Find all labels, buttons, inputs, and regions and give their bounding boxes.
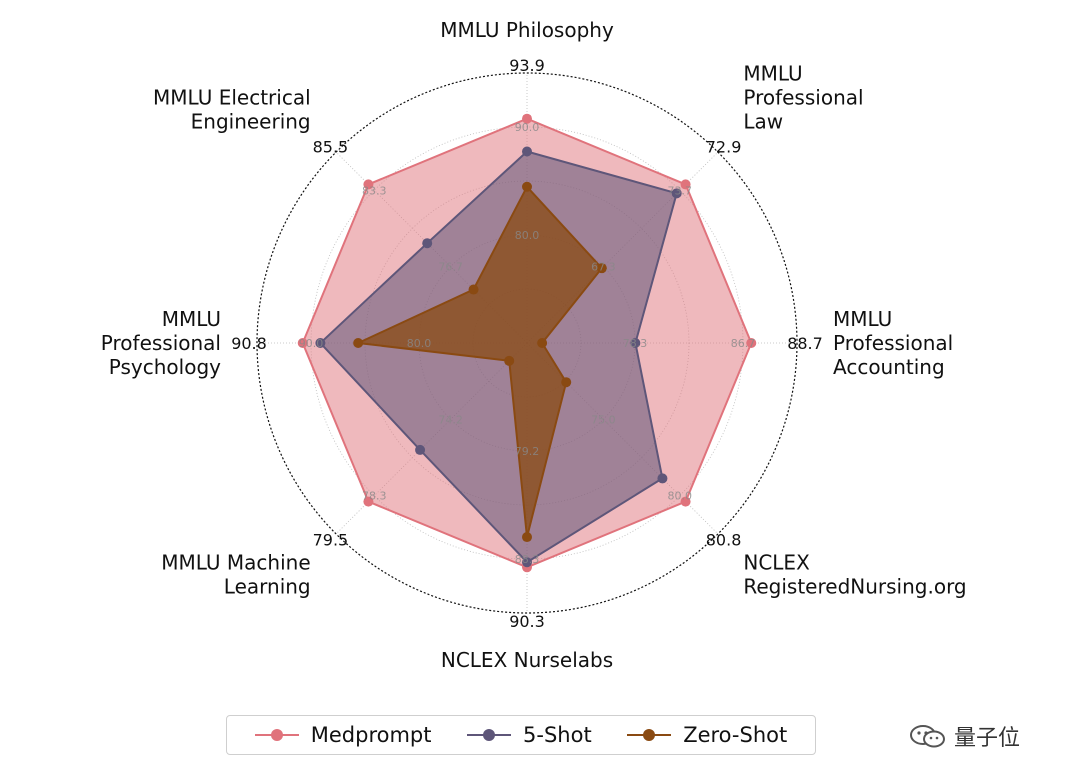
point-zero-shot-2 [537,338,548,348]
legend-marker-medprompt [254,728,299,742]
axis-label-6-line-0: MMLU [162,307,221,331]
point-5-shot-5 [415,444,426,455]
watermark: 量子位 [908,720,1020,752]
axis-label-2-line-2: Accounting [833,355,945,379]
outer-circle [256,72,798,614]
point-medprompt-0 [522,113,532,124]
point-5-shot-6 [315,338,326,348]
point-medprompt-6 [297,338,308,348]
axis-label-6-line-2: Psychology [109,355,221,379]
point-zero-shot-0 [522,181,532,192]
axis-label-5-line-1: Learning [224,574,311,598]
axis-label-7-line-1: Engineering [191,110,311,134]
ring-label-0-1: 90.0 [515,121,540,134]
max-value-label-4: 90.3 [509,612,545,631]
point-5-shot-2 [630,338,641,348]
axis-label-1: MMLU Professional Law [743,62,863,134]
axis-label-5: MMLU Machine Learning [161,550,310,598]
wechat-icon [910,725,945,748]
ring-label-5-1: 78.3 [362,490,387,503]
ring-label-7-1: 83.3 [362,184,387,197]
point-5-shot-7 [422,238,433,249]
max-value-label-3: 80.8 [706,531,742,550]
ring-label-4-1: 88.3 [515,553,540,566]
point-zero-shot-7 [468,284,479,295]
ring-label-1-1: 73.7 [667,184,692,197]
point-5-shot-0 [522,146,532,157]
max-value-label-5: 79.5 [313,531,349,550]
ring-label-5-0: 74.2 [438,413,463,426]
ring-label-0-0: 80.0 [515,229,540,242]
ring-label-7-0: 76.7 [438,261,463,274]
axis-label-0-line-0: MMLU Philosophy [440,18,614,42]
point-5-shot-3 [657,473,668,484]
legend-label-medprompt: Medprompt [310,723,432,747]
point-zero-shot-5 [504,355,515,366]
point-5-shot-4 [522,557,532,568]
ring-label-3-0: 75.0 [591,413,616,426]
ring-label-1-0: 67.3 [591,261,616,274]
axis-label-5-line-0: MMLU Machine [161,550,310,574]
max-value-label-6: 90.8 [231,334,267,353]
axis-label-2-line-1: Professional [833,331,953,355]
legend-item-zero-shot: Zero-Shot [627,723,787,747]
max-value-label-1: 72.9 [706,137,742,156]
axis-label-6: MMLU Professional Psychology [101,307,221,379]
legend-item-5-shot: 5-Shot [467,723,592,747]
ring-label-2-0: 78.3 [623,337,648,350]
ring-label-2-1: 86.7 [731,337,756,350]
axis-label-2: MMLU Professional Accounting [833,307,953,379]
point-zero-shot-4 [522,532,532,543]
max-value-label-7: 85.5 [313,137,349,156]
point-medprompt-3 [680,496,691,507]
max-value-label-2: 88.7 [787,334,823,353]
ring-label-6-1: 90.0 [299,337,324,350]
radar-labels: 80.0 90.0 93.9 67.3 73.7 72.9 78.3 86.7 88.7 75.0… [101,18,967,672]
axis-label-1-line-1: Professional [743,86,863,110]
point-medprompt-5 [363,496,374,507]
point-zero-shot-6 [353,338,364,348]
max-value-label-0: 93.9 [509,56,545,75]
axis-label-6-line-1: Professional [101,331,221,355]
point-zero-shot-3 [561,377,572,388]
legend-label-zero-shot: Zero-Shot [683,723,788,747]
axis-label-0: MMLU Philosophy [440,18,614,42]
chart-legend: Medprompt 5-Shot Zero-Shot [226,715,816,755]
axis-label-3-line-0: NCLEX [743,550,810,574]
axis-label-7: MMLU Electrical Engineering [153,86,311,134]
axis-label-2-line-0: MMLU [833,307,892,331]
axis-label-3-line-1: RegisteredNursing.org [743,574,966,598]
point-medprompt-1 [680,179,691,190]
axis-label-4-line-0: NCLEX Nurselabs [441,648,613,672]
point-5-shot-1 [671,188,682,199]
watermark-text: 量子位 [954,726,1021,751]
legend-label-5-shot: 5-Shot [523,723,592,747]
point-medprompt-7 [363,179,374,190]
point-zero-shot-1 [596,263,607,274]
axis-label-7-line-0: MMLU Electrical [153,86,311,110]
legend-marker-5-shot [467,728,512,742]
ring-label-4-0: 79.2 [515,445,540,458]
ring-label-3-1: 80.0 [667,490,692,503]
legend-item-medprompt: Medprompt [254,723,432,747]
legend-marker-zero-shot [627,728,672,742]
axis-label-3: NCLEX RegisteredNursing.org [743,550,966,598]
point-medprompt-2 [746,338,757,348]
axis-label-1-line-2: Law [743,110,783,134]
radar-series [297,113,757,573]
axis-label-4: NCLEX Nurselabs [441,648,613,672]
axis-label-1-line-0: MMLU [743,62,802,86]
ring-label-6-0: 80.0 [407,337,432,350]
